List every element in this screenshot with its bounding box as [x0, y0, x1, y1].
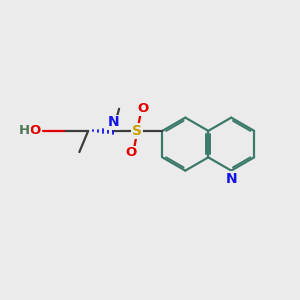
Text: O: O — [126, 146, 137, 159]
Text: H: H — [19, 124, 30, 137]
Text: S: S — [132, 124, 142, 138]
Text: N: N — [225, 172, 237, 186]
Text: O: O — [29, 124, 40, 137]
Text: O: O — [138, 102, 149, 115]
Text: N: N — [107, 116, 119, 129]
